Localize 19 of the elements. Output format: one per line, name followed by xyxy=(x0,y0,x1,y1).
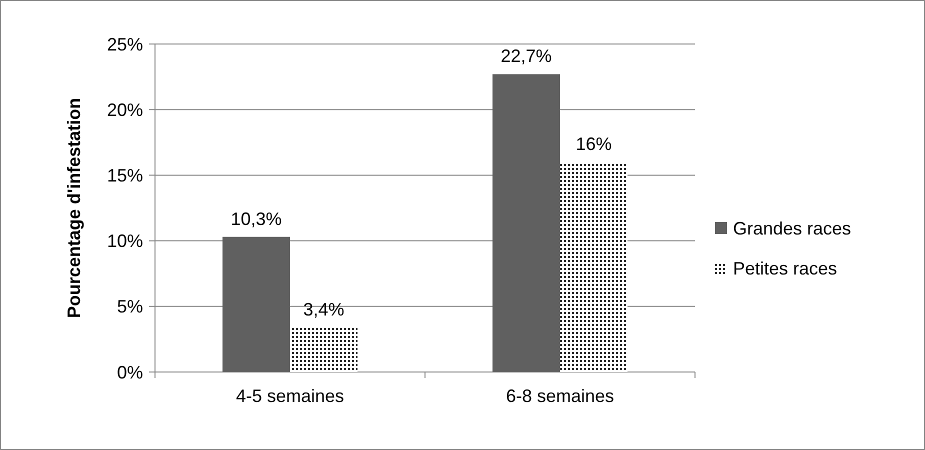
y-tick-label: 10% xyxy=(106,231,143,252)
data-label: 22,7% xyxy=(500,46,552,66)
y-tick-label: 20% xyxy=(106,100,143,120)
y-tick-label: 0% xyxy=(116,362,143,382)
y-tick-label: 5% xyxy=(116,296,143,317)
y-tick-label: 15% xyxy=(106,166,143,186)
bar xyxy=(492,74,560,372)
bar xyxy=(290,327,358,372)
x-tick-label: 4-5 semaines xyxy=(236,386,344,406)
legend-label: Grandes races xyxy=(733,218,852,238)
data-label: 3,4% xyxy=(303,299,344,320)
data-label: 10,3% xyxy=(230,208,282,229)
legend-label: Petites races xyxy=(733,258,838,278)
bar xyxy=(560,162,628,372)
y-tick-label: 25% xyxy=(106,34,143,54)
data-label: 16% xyxy=(576,134,612,154)
x-tick-label: 6-8 semaines xyxy=(506,386,614,406)
y-axis-title: Pourcentage d'infestation xyxy=(64,98,84,318)
bar xyxy=(222,236,290,372)
